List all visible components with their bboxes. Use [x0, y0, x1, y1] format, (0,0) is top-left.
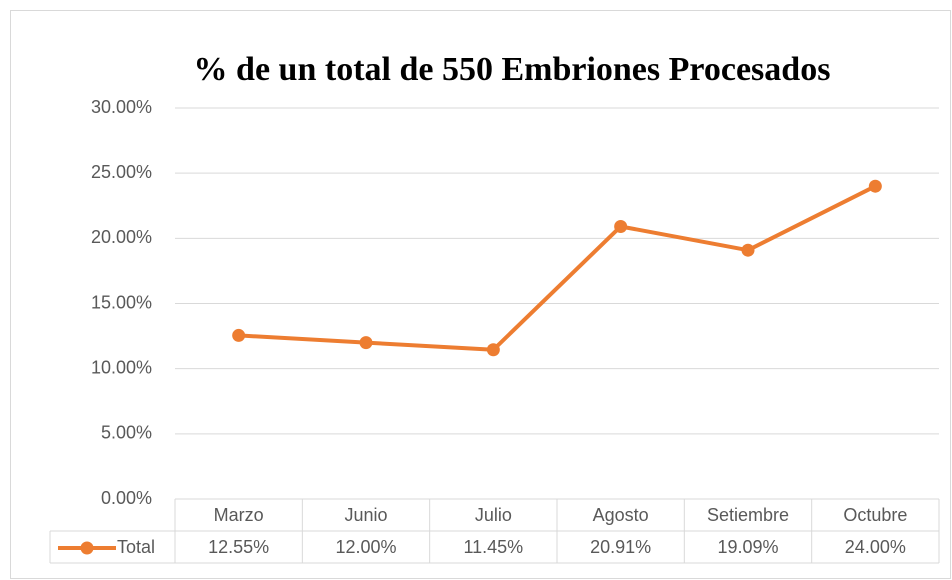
point	[232, 328, 246, 342]
y-tick-label: 5.00%	[101, 423, 152, 443]
chart-title: % de un total de 550 Embriones Procesado…	[194, 51, 831, 88]
table-value: 19.09%	[717, 537, 778, 557]
point	[486, 343, 500, 357]
point	[741, 243, 755, 257]
y-tick-label: 10.00%	[91, 357, 152, 377]
x-tick-label: Agosto	[593, 505, 649, 525]
point	[614, 219, 628, 233]
y-tick-label: 25.00%	[91, 162, 152, 182]
y-tick-label: 20.00%	[91, 227, 152, 247]
legend-label: Total	[117, 537, 155, 557]
point	[868, 179, 882, 193]
y-tick-label: 15.00%	[91, 292, 152, 312]
y-tick-label: 0.00%	[101, 488, 152, 508]
x-tick-label: Junio	[344, 505, 387, 525]
table-value: 12.00%	[335, 537, 396, 557]
x-tick-label: Setiembre	[707, 505, 789, 525]
y-tick-label: 30.00%	[91, 97, 152, 117]
chart-border	[10, 10, 951, 579]
legend-marker	[80, 541, 94, 555]
table-value: 12.55%	[208, 537, 269, 557]
point	[359, 336, 373, 350]
x-tick-label: Octubre	[843, 505, 907, 525]
table-value: 11.45%	[463, 537, 523, 557]
x-tick-label: Marzo	[214, 505, 264, 525]
x-tick-label: Julio	[475, 505, 512, 525]
table-value: 20.91%	[590, 537, 651, 557]
table-value: 24.00%	[845, 537, 906, 557]
series-line	[238, 184, 877, 352]
